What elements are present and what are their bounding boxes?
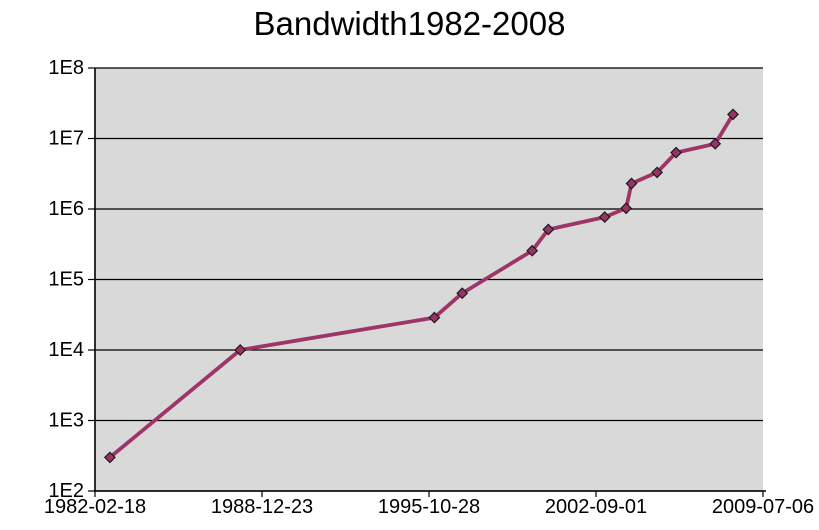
data-point-marker [625,177,638,190]
data-point-marker [103,451,116,464]
data-point-marker [428,311,441,324]
y-axis-tick-label: 1E3 [48,410,84,432]
data-point-marker [670,146,683,159]
y-axis-tick-label: 1E8 [48,57,84,79]
x-axis-tick-label: 2009-07-06 [712,496,814,518]
data-point-marker [709,137,722,150]
chart-title: Bandwidth1982-2008 [253,5,566,42]
y-axis-tick-label: 1E6 [48,198,84,220]
data-point-marker [727,108,739,121]
data-point-marker [542,223,555,236]
x-axis-tick-label: 1988-12-23 [211,496,313,518]
x-axis-tick-label: 1982-02-18 [44,496,146,518]
y-axis-tick-label: 1E2 [48,480,84,502]
data-point-marker [456,287,469,300]
data-point-marker [526,244,539,257]
y-axis-tick-label: 1E4 [48,339,84,361]
y-axis-tick-label: 1E7 [48,128,84,150]
y-axis-tick-label: 1E5 [48,269,84,291]
x-axis-tick-label: 1995-10-28 [378,496,480,518]
data-point-marker [598,211,611,224]
data-point-marker [234,344,247,356]
x-axis-tick-label: 2002-09-01 [545,496,647,518]
data-point-marker [651,166,664,179]
data-point-marker [620,202,633,215]
